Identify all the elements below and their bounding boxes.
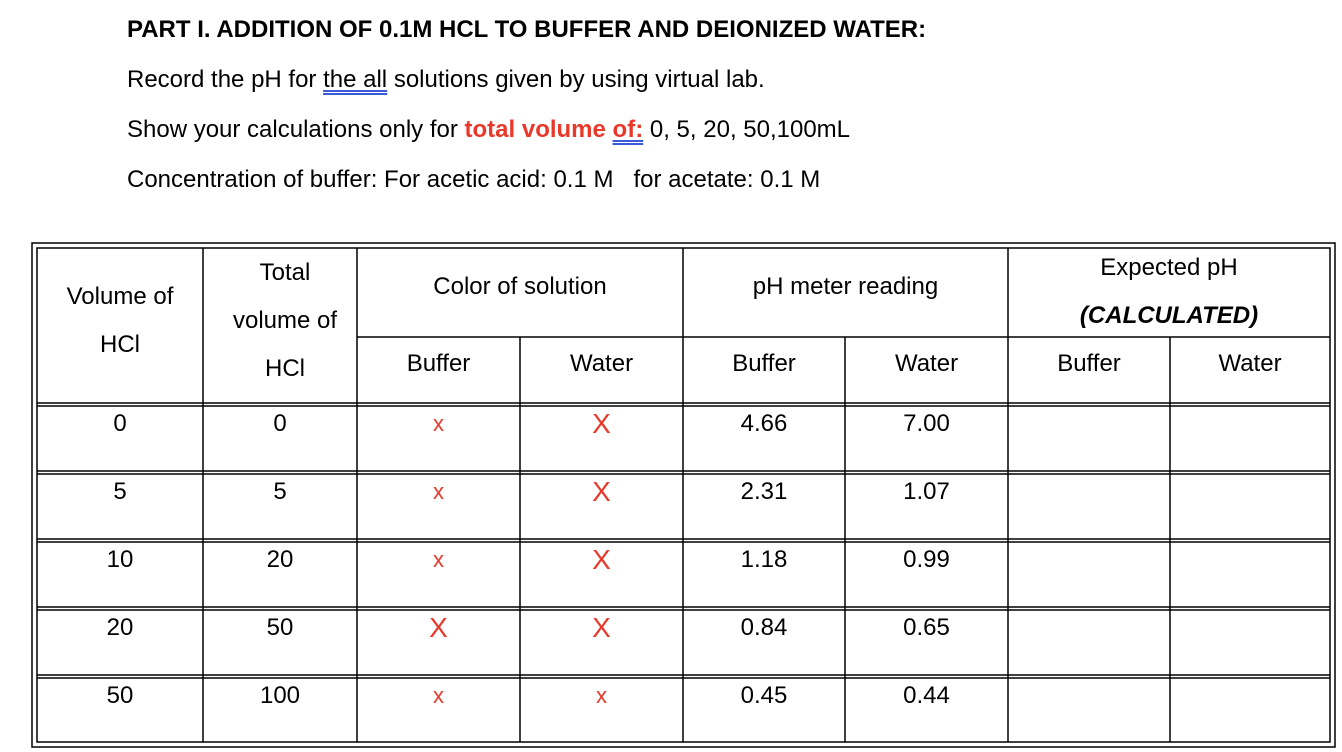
table-cell: X: [429, 612, 448, 643]
text: the all: [323, 66, 388, 93]
header-cell: (CALCULATED): [1079, 302, 1259, 329]
text: Concentration of buffer: For acetic acid…: [127, 166, 614, 193]
table-cell: 100: [259, 682, 301, 709]
table-cell: 0.45: [740, 682, 788, 709]
text: Show your calculations only for: [127, 116, 458, 143]
table-cell: 0: [113, 410, 127, 437]
table-cell: 50: [106, 682, 134, 709]
table-cell: X: [592, 612, 611, 643]
text: for acetate: 0.1 M: [633, 166, 821, 193]
subheader-cell: Buffer: [406, 350, 471, 377]
title: PART I. ADDITION OF 0.1M HCL TO BUFFER A…: [127, 16, 927, 43]
table-cell: x: [433, 683, 444, 708]
text: of:: [612, 116, 644, 143]
header-cell: pH meter reading: [752, 273, 939, 300]
table-cell: 0.44: [903, 682, 950, 709]
table-cell: 0.65: [903, 614, 950, 641]
table-cell: 20: [266, 546, 294, 573]
table-cell: 1.07: [903, 478, 950, 505]
table-cell: 2.31: [740, 478, 788, 505]
header-cell: Expected pH: [1100, 254, 1238, 281]
table-cell: X: [592, 476, 611, 507]
table-cell: X: [592, 544, 611, 575]
instruction-1: Record the pH for the all solutions give…: [127, 66, 765, 94]
table-cell: x: [433, 547, 444, 572]
text: Record the pH for: [127, 66, 317, 93]
text: solutions given by using virtual lab.: [393, 66, 765, 93]
table-cell: 0.99: [903, 546, 950, 573]
table-cell: X: [592, 408, 611, 439]
table-cell: 50: [266, 614, 294, 641]
subheader-cell: Water: [569, 350, 634, 377]
subheader-cell: Water: [894, 350, 959, 377]
header-cell: Color of solution: [433, 273, 607, 300]
table-cell: 4.66: [740, 410, 788, 437]
table-cell: 5: [113, 478, 127, 505]
table-cell: 7.00: [903, 410, 950, 437]
table-cell: x: [433, 479, 444, 504]
table-cell: 5: [273, 478, 287, 505]
text: 0, 5, 20, 50,100mL: [649, 116, 851, 143]
instruction-3: Concentration of buffer: For acetic acid…: [127, 166, 820, 194]
instruction-2: Show your calculations only for total vo…: [127, 116, 850, 144]
header-cell: Volume of HCl: [66, 283, 174, 358]
subheader-cell: Water: [1218, 350, 1282, 377]
subheader-cell: Buffer: [1057, 350, 1121, 377]
subheader-cell: Buffer: [732, 350, 796, 377]
text: total volume: [464, 116, 606, 143]
table-cell: 0: [273, 410, 287, 437]
table-cell: x: [596, 683, 607, 708]
table-cell: x: [433, 411, 444, 436]
table-cell: 1.18: [740, 546, 788, 573]
table-cell: 20: [106, 614, 134, 641]
table-cell: 0.84: [740, 614, 788, 641]
table-cell: 10: [106, 546, 134, 573]
header-cell: Total volume of HCl: [232, 259, 338, 382]
